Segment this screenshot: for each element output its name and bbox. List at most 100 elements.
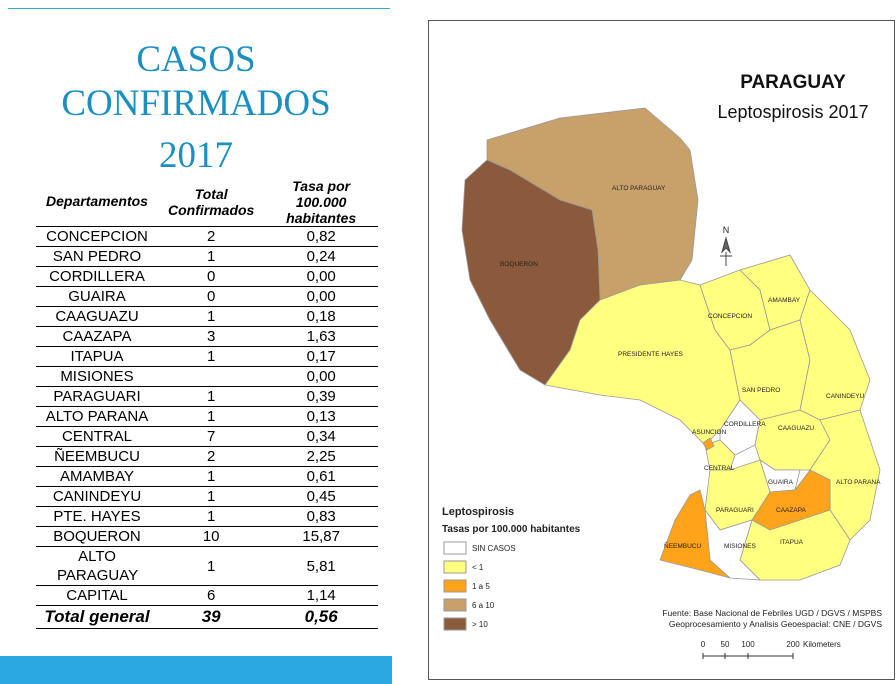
rate: 5,81 [306, 557, 336, 575]
cell: 0,83 [264, 506, 378, 527]
legend-swatch [443, 579, 467, 593]
map: PARAGUAY Leptospirosis 2017 ALTO PARAGUA… [428, 20, 895, 680]
region-label: ÑEEMBUCU [664, 541, 702, 550]
legend-label: > 10 [472, 620, 488, 629]
cell: ÑEEMBUCU [36, 446, 158, 467]
footer-bar [0, 656, 392, 684]
cell: CORDILLERA [36, 266, 158, 287]
cell: 3 [158, 326, 265, 347]
rate: 1,14 [306, 587, 336, 604]
header: Tasa por 100.000 habitantes [264, 178, 378, 227]
scale-tick: 200 [786, 640, 800, 649]
region [702, 437, 715, 451]
department: PTE. HAYES [53, 508, 141, 525]
cell: 1 [158, 306, 265, 327]
total: 2 [207, 228, 216, 245]
legend-label: 1 a 5 [472, 582, 490, 591]
cell: CAAZAPA [36, 326, 158, 347]
header: Departamentos [36, 178, 158, 227]
cell: BOQUERON [36, 526, 158, 547]
source: Fuente: Base Nacional de Febriles UGD / … [662, 608, 882, 618]
north-arrow: N [720, 225, 732, 266]
title-year: 2017 [159, 135, 233, 176]
legend-subtitle: Tasas por 100.000 habitantes [442, 524, 581, 535]
department: CAAGUAZU [55, 308, 139, 325]
north-symbol [720, 236, 732, 266]
title: CONFIRMADOS [61, 83, 331, 124]
total: 0 [207, 268, 216, 285]
region [799, 289, 871, 421]
region [704, 439, 736, 471]
cell: 1 [158, 406, 265, 427]
rate: 0,13 [306, 408, 336, 425]
total: 1 [207, 508, 216, 525]
cell: CAAGUAZU [36, 306, 158, 327]
table-row: BOQUERON 10 15,87 [36, 526, 378, 547]
table-row: CAAGUAZU 1 0,18 [36, 306, 378, 327]
frame [428, 20, 895, 680]
total: 1 [207, 557, 216, 575]
department: SAN PEDRO [52, 248, 142, 265]
table-row: CONCEPCION 2 0,82 [36, 226, 378, 247]
table-row: ALTO PARAGUAY 1 5,81 [36, 546, 378, 586]
cell: 2,25 [264, 446, 378, 467]
cell: 0,00 [264, 266, 378, 287]
legend-title: Leptospirosis [442, 506, 514, 518]
table-row: GUAIRA 0 0,00 [36, 286, 378, 307]
legend-label: 6 a 10 [472, 601, 495, 610]
legend-swatch [443, 541, 467, 555]
legend-swatch [443, 617, 467, 631]
footer-rate: 0,56 [264, 605, 378, 629]
scale-bar: 0 50 100 200 Kilometers [701, 640, 841, 659]
region-label: BOQUERON [500, 261, 538, 268]
map-subtitle: Leptospirosis 2017 [717, 102, 868, 122]
cell: 2 [158, 226, 265, 247]
cell: 0,61 [264, 466, 378, 487]
cell: 0,00 [264, 286, 378, 307]
department: CAPITAL [66, 587, 128, 604]
cell: 15,87 [264, 526, 378, 547]
cell: 0,13 [264, 406, 378, 427]
cell: 1 [158, 546, 265, 586]
cell: 1 [158, 246, 265, 267]
total: 3 [207, 328, 216, 345]
rate: 0,61 [306, 468, 336, 485]
rate: 0,82 [306, 228, 336, 245]
legend-swatch [443, 560, 467, 574]
map-title: PARAGUAY [740, 72, 846, 93]
cell: PARAGUARI [36, 386, 158, 407]
cell: 0,24 [264, 246, 378, 267]
rate: 0,00 [306, 288, 336, 305]
header: Total Confirmados [158, 178, 265, 227]
cell: SAN PEDRO [36, 246, 158, 267]
region-label: ALTO PARAGUAY [612, 185, 666, 192]
cell: 0 [158, 286, 265, 307]
table-row: MISIONES 0,00 [36, 366, 378, 387]
department: AMAMBAY [60, 468, 134, 485]
legend: SIN CASOS < 1 1 a 5 6 a 10 > 10 [443, 541, 516, 631]
total: 1 [207, 308, 216, 325]
department: PARAGUARI [53, 388, 141, 405]
rate: 0,39 [306, 388, 336, 405]
department: CONCEPCION [46, 228, 148, 245]
region-label: ASUNCION [692, 429, 727, 436]
total: 1 [207, 488, 216, 505]
total: 2 [207, 448, 216, 465]
source: Geoprocesamiento y Analisis Geoespacial:… [669, 619, 882, 629]
scale-unit: Kilometers [803, 640, 841, 649]
department: ALTO PARANA [45, 408, 149, 425]
cell: MISIONES [36, 366, 158, 387]
cell: CONCEPCION [36, 226, 158, 247]
region-label: CONCEPCION [708, 313, 752, 320]
footer-total: 39 [158, 605, 265, 629]
total: 1 [207, 408, 216, 425]
cell: PTE. HAYES [36, 506, 158, 527]
cell: 0,00 [264, 366, 378, 387]
cell [158, 366, 265, 387]
table-row: CAPITAL 6 1,14 [36, 585, 378, 606]
region-label: PRESIDENTE HAYES [618, 351, 684, 358]
department: BOQUERON [53, 528, 141, 545]
rate: 15,87 [302, 528, 340, 545]
rate: 0,17 [306, 348, 336, 365]
rate: 0,18 [306, 308, 336, 325]
